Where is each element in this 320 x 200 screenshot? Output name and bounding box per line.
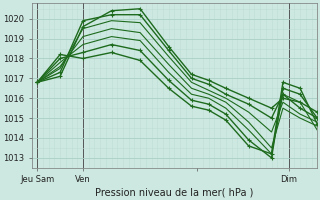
X-axis label: Pression niveau de la mer( hPa ): Pression niveau de la mer( hPa )	[95, 187, 253, 197]
